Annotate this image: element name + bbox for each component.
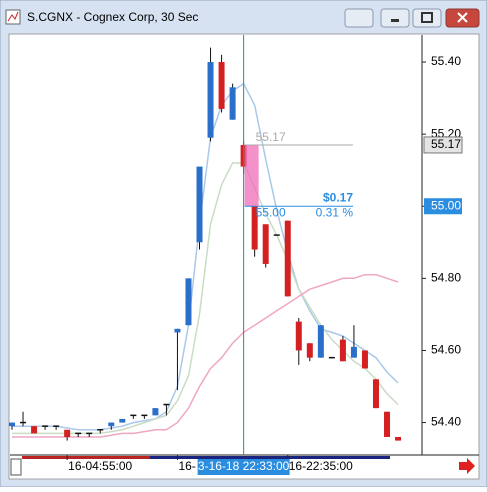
y-tick-label: 54.80	[431, 271, 461, 285]
candle-body	[185, 278, 192, 326]
candle-body	[9, 422, 15, 427]
minimize-button[interactable]	[380, 8, 410, 28]
candle-body	[339, 339, 346, 362]
maximize-button[interactable]	[412, 8, 442, 28]
scroll-right-arrow[interactable]	[459, 458, 475, 474]
candle-body	[229, 87, 236, 120]
window-title: S.CGNX - Cognex Corp, 30 Sec	[27, 10, 198, 24]
scroll-box[interactable]	[10, 458, 22, 476]
candle-body	[152, 408, 159, 416]
link-button[interactable]	[344, 8, 374, 28]
candle-body	[119, 418, 126, 423]
minimize-glyph	[391, 19, 399, 22]
candle-body	[31, 426, 38, 434]
y-tick-label: 54.60	[431, 343, 461, 357]
candle-body	[395, 436, 402, 441]
y-tick-label: 54.40	[431, 415, 461, 429]
candle-body	[306, 343, 313, 358]
candle-body	[317, 325, 324, 358]
measure-change: $0.17	[323, 190, 353, 204]
measure-to-label: 55.00	[256, 205, 286, 219]
candle-body	[64, 429, 71, 437]
candle-body	[174, 328, 181, 333]
candle-body	[284, 220, 291, 297]
cursor-time: 3-16-18 22:33:00	[198, 459, 290, 473]
measure-from-label: 55.17	[256, 130, 286, 144]
candle-body	[372, 379, 379, 409]
x-tick-label: 16-	[178, 459, 195, 473]
y-tick-label: 55.40	[431, 54, 461, 68]
x-tick-label: 16-04:55:00	[68, 459, 132, 473]
measure-range	[244, 144, 259, 207]
measure-percent: 0.31 %	[316, 205, 354, 219]
price-marker: 55.00	[431, 198, 461, 212]
window-icon-glyph	[7, 11, 19, 22]
candle-body	[361, 350, 368, 369]
cursor-time-box	[197, 459, 290, 475]
session-bar	[150, 456, 390, 459]
moving-average	[12, 82, 399, 431]
price-marker-box	[423, 136, 463, 154]
price-marker-box	[424, 198, 462, 215]
candle-body	[108, 422, 115, 427]
candle-body	[295, 321, 302, 351]
candle-body	[350, 346, 357, 358]
candle-body	[384, 411, 391, 437]
moving-average	[12, 273, 399, 438]
candle-body	[262, 224, 269, 264]
maximize-glyph	[421, 12, 433, 23]
candle-body	[218, 62, 225, 109]
candle-body	[251, 206, 258, 250]
price-marker: 55.17	[431, 137, 461, 151]
session-bar	[22, 456, 150, 459]
candle-body	[207, 62, 214, 138]
close-glyph	[457, 12, 468, 23]
x-tick-label: 16-22:35:00	[289, 459, 353, 473]
candle-body	[196, 166, 203, 243]
